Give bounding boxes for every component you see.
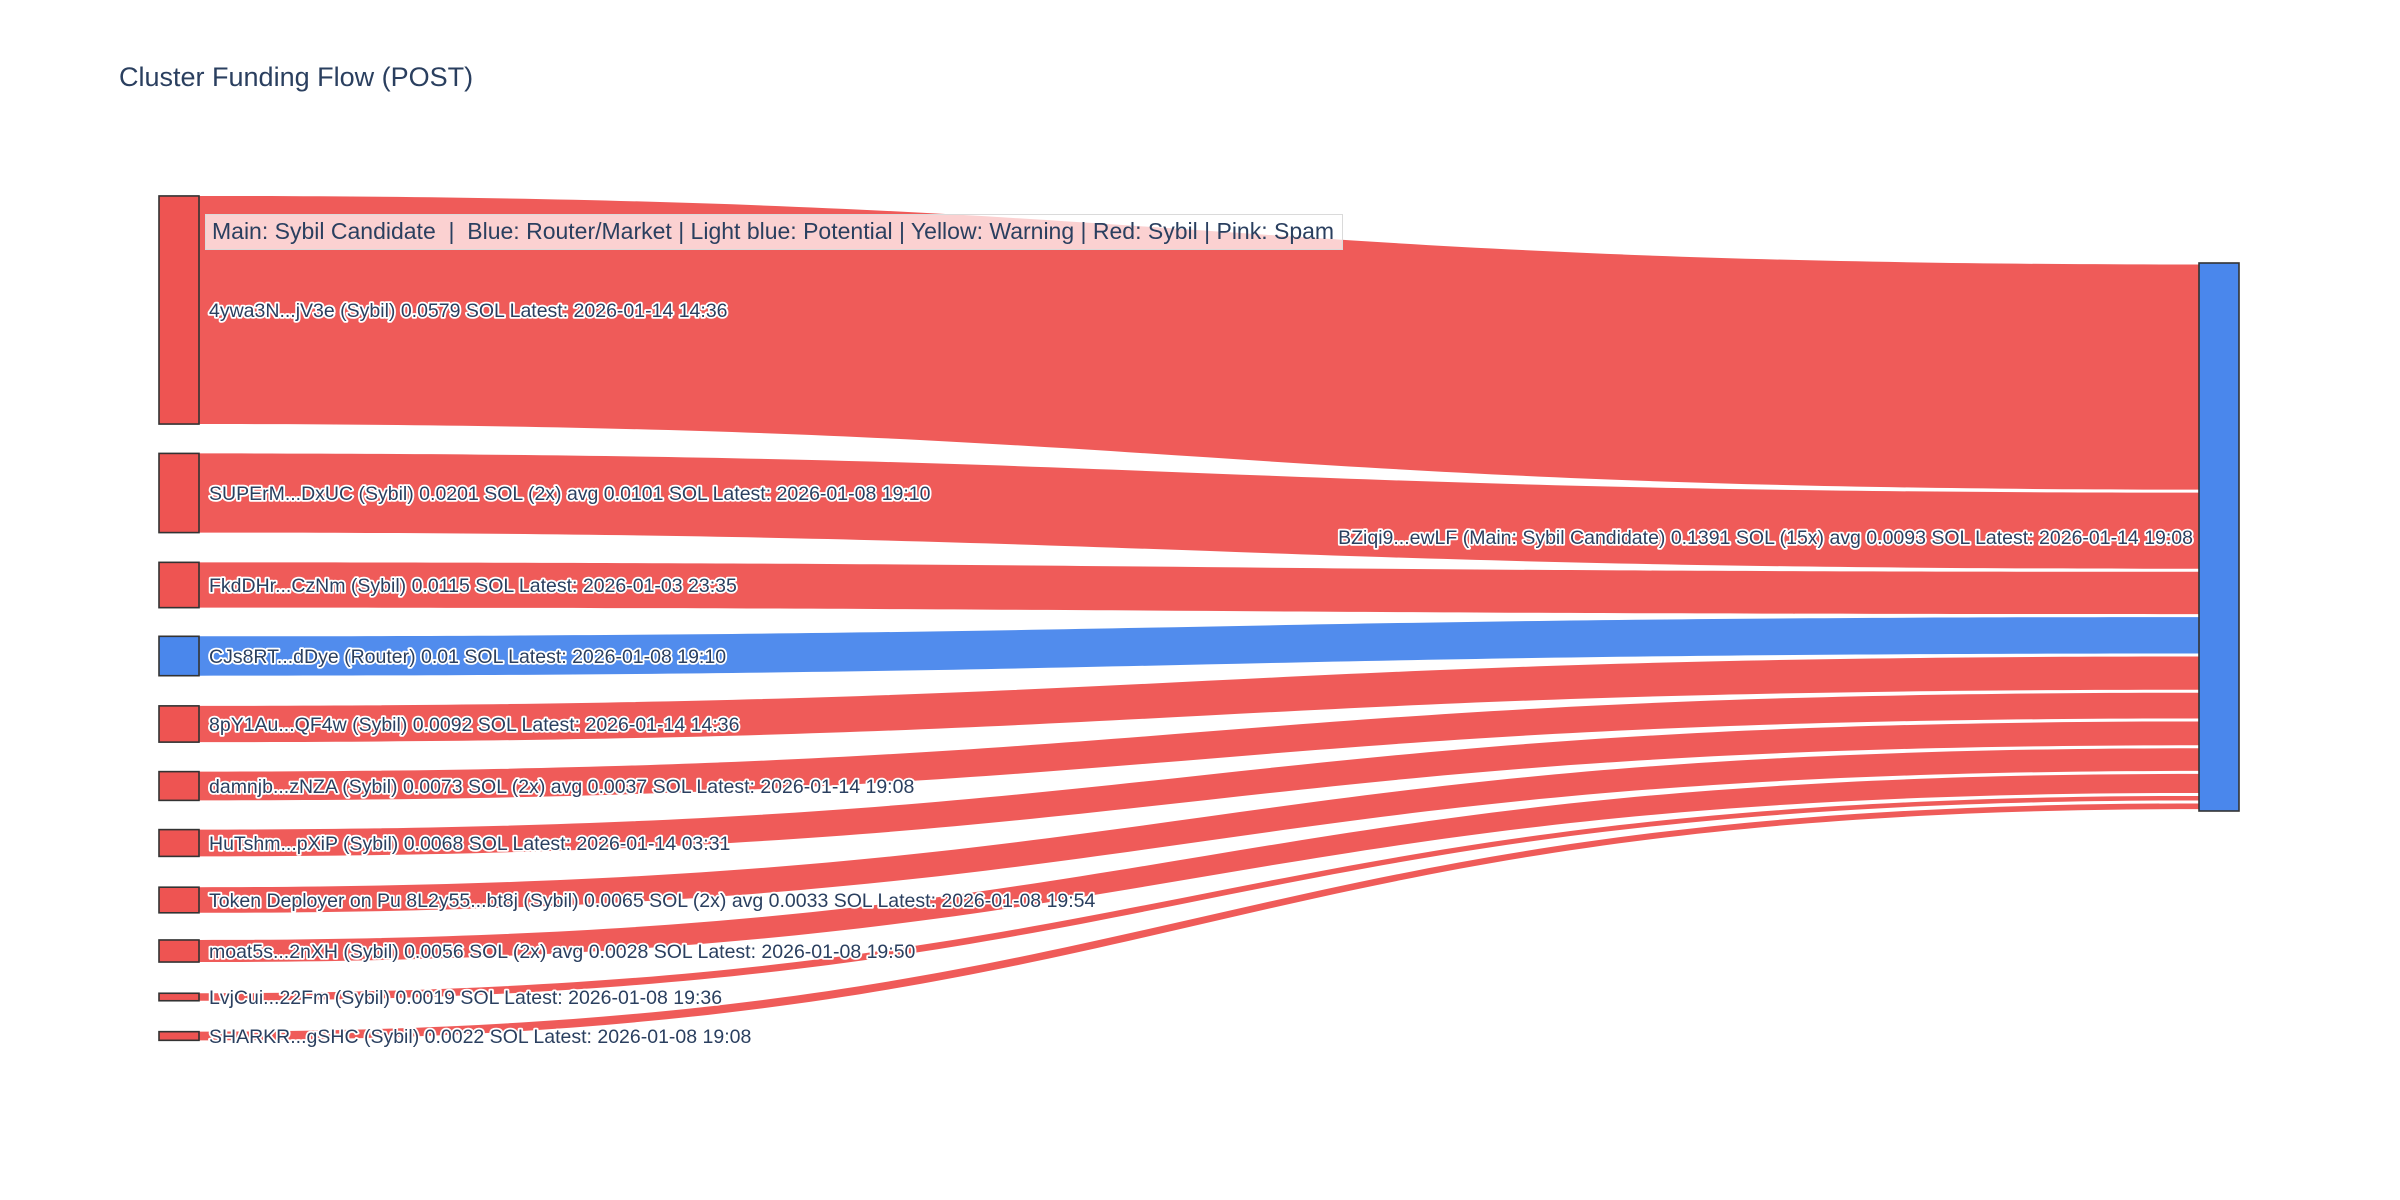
sankey-node-FkdDHr...CzNm[interactable] — [158, 561, 200, 609]
sankey-node-damnjb...zNZA[interactable] — [158, 770, 200, 802]
node-label-SUPErM...DxUC: SUPErM...DxUC (Sybil) 0.0201 SOL (2x) av… — [209, 483, 931, 505]
node-label-4ywa3N...jV3e: 4ywa3N...jV3e (Sybil) 0.0579 SOL Latest:… — [209, 300, 728, 322]
sankey-node-SUPErM...DxUC[interactable] — [158, 452, 200, 534]
legend-annotation: Main: Sybil Candidate | Blue: Router/Mar… — [205, 214, 1344, 251]
node-label-moat5s...2nXH: moat5s...2nXH (Sybil) 0.0056 SOL (2x) av… — [209, 941, 916, 963]
node-label-CJs8RT...dDye: CJs8RT...dDye (Router) 0.01 SOL Latest: … — [209, 646, 726, 668]
node-label-8L2y55...bt8j: Token Deployer on Pu 8L2y55...bt8j (Sybi… — [209, 890, 1096, 912]
sankey-link-damnjb...zNZA[interactable] — [199, 692, 2199, 801]
sankey-node-LvjCui...22Fm[interactable] — [158, 992, 200, 1002]
sankey-link-HuTshm...pXiP[interactable] — [199, 721, 2199, 857]
sankey-node-8L2y55...bt8j[interactable] — [158, 886, 200, 914]
sankey-node-HuTshm...pXiP[interactable] — [158, 828, 200, 858]
sankey-link-SUPErM...DxUC[interactable] — [199, 453, 2199, 569]
sankey-link-8pY1Au...QF4w[interactable] — [199, 656, 2199, 743]
node-label-LvjCui...22Fm: LvjCui...22Fm (Sybil) 0.0019 SOL Latest:… — [209, 987, 722, 1009]
sankey-node-CJs8RT...dDye[interactable] — [158, 635, 200, 677]
node-label-SHARKR...gSHC: SHARKR...gSHC (Sybil) 0.0022 SOL Latest:… — [209, 1026, 751, 1048]
sankey-link-CJs8RT...dDye[interactable] — [199, 617, 2199, 676]
node-label-BZiqi9...ewLF: BZiqi9...ewLF (Main: Sybil Candidate) 0.… — [1338, 527, 2193, 549]
sankey-node-8pY1Au...QF4w[interactable] — [158, 705, 200, 743]
sankey-node-4ywa3N...jV3e[interactable] — [158, 195, 200, 425]
sankey-link-8L2y55...bt8j[interactable] — [199, 748, 2199, 913]
chart-title: Cluster Funding Flow (POST) — [119, 62, 474, 92]
node-label-8pY1Au...QF4w: 8pY1Au...QF4w (Sybil) 0.0092 SOL Latest:… — [209, 714, 739, 736]
sankey-link-LvjCui...22Fm[interactable] — [199, 795, 2199, 1001]
sankey-link-moat5s...2nXH[interactable] — [199, 773, 2199, 963]
sankey-link-SHARKR...gSHC[interactable] — [199, 803, 2199, 1041]
node-label-FkdDHr...CzNm: FkdDHr...CzNm (Sybil) 0.0115 SOL Latest:… — [209, 575, 737, 597]
sankey-link-FkdDHr...CzNm[interactable] — [199, 562, 2199, 615]
node-label-HuTshm...pXiP: HuTshm...pXiP (Sybil) 0.0068 SOL Latest:… — [209, 833, 730, 855]
sankey-link-4ywa3N...jV3e[interactable] — [199, 195, 2199, 490]
node-label-damnjb...zNZA: damnjb...zNZA (Sybil) 0.0073 SOL (2x) av… — [209, 776, 914, 798]
sankey-node-moat5s...2nXH[interactable] — [158, 939, 200, 963]
sankey-node-BZiqi9...ewLF[interactable] — [2198, 262, 2240, 812]
sankey-node-SHARKR...gSHC[interactable] — [158, 1030, 200, 1042]
